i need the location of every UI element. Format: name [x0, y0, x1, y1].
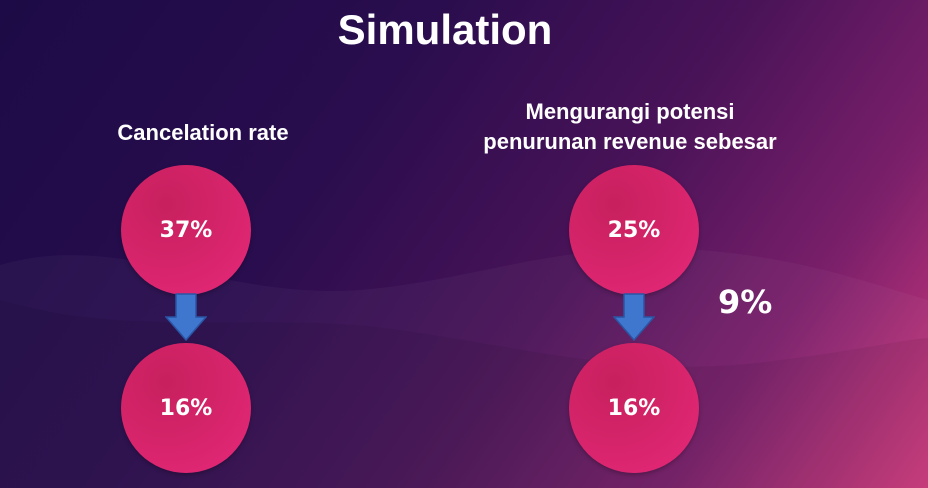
down-arrow-icon — [613, 293, 655, 341]
revenue-after-circle: 16% — [569, 343, 699, 473]
cancelation-after-circle: 16% — [121, 343, 251, 473]
cancelation-after-value: 16% — [159, 395, 213, 421]
revenue-before-value: 25% — [607, 217, 661, 243]
revenue-label-line-2: penurunan revenue sebesar — [483, 129, 777, 154]
down-arrow-icon — [165, 293, 207, 341]
revenue-reduction-label: Mengurangi potensi penurunan revenue seb… — [440, 97, 820, 157]
cancelation-before-value: 37% — [159, 217, 213, 243]
revenue-after-value: 16% — [607, 395, 661, 421]
slide-title: Simulation — [337, 6, 553, 53]
revenue-before-circle: 25% — [569, 165, 699, 295]
cancelation-rate-label: Cancelation rate — [117, 120, 289, 145]
cancelation-before-circle: 37% — [121, 165, 251, 295]
revenue-reduction-result: 9% — [718, 283, 773, 321]
revenue-label-line-1: Mengurangi potensi — [525, 99, 735, 124]
